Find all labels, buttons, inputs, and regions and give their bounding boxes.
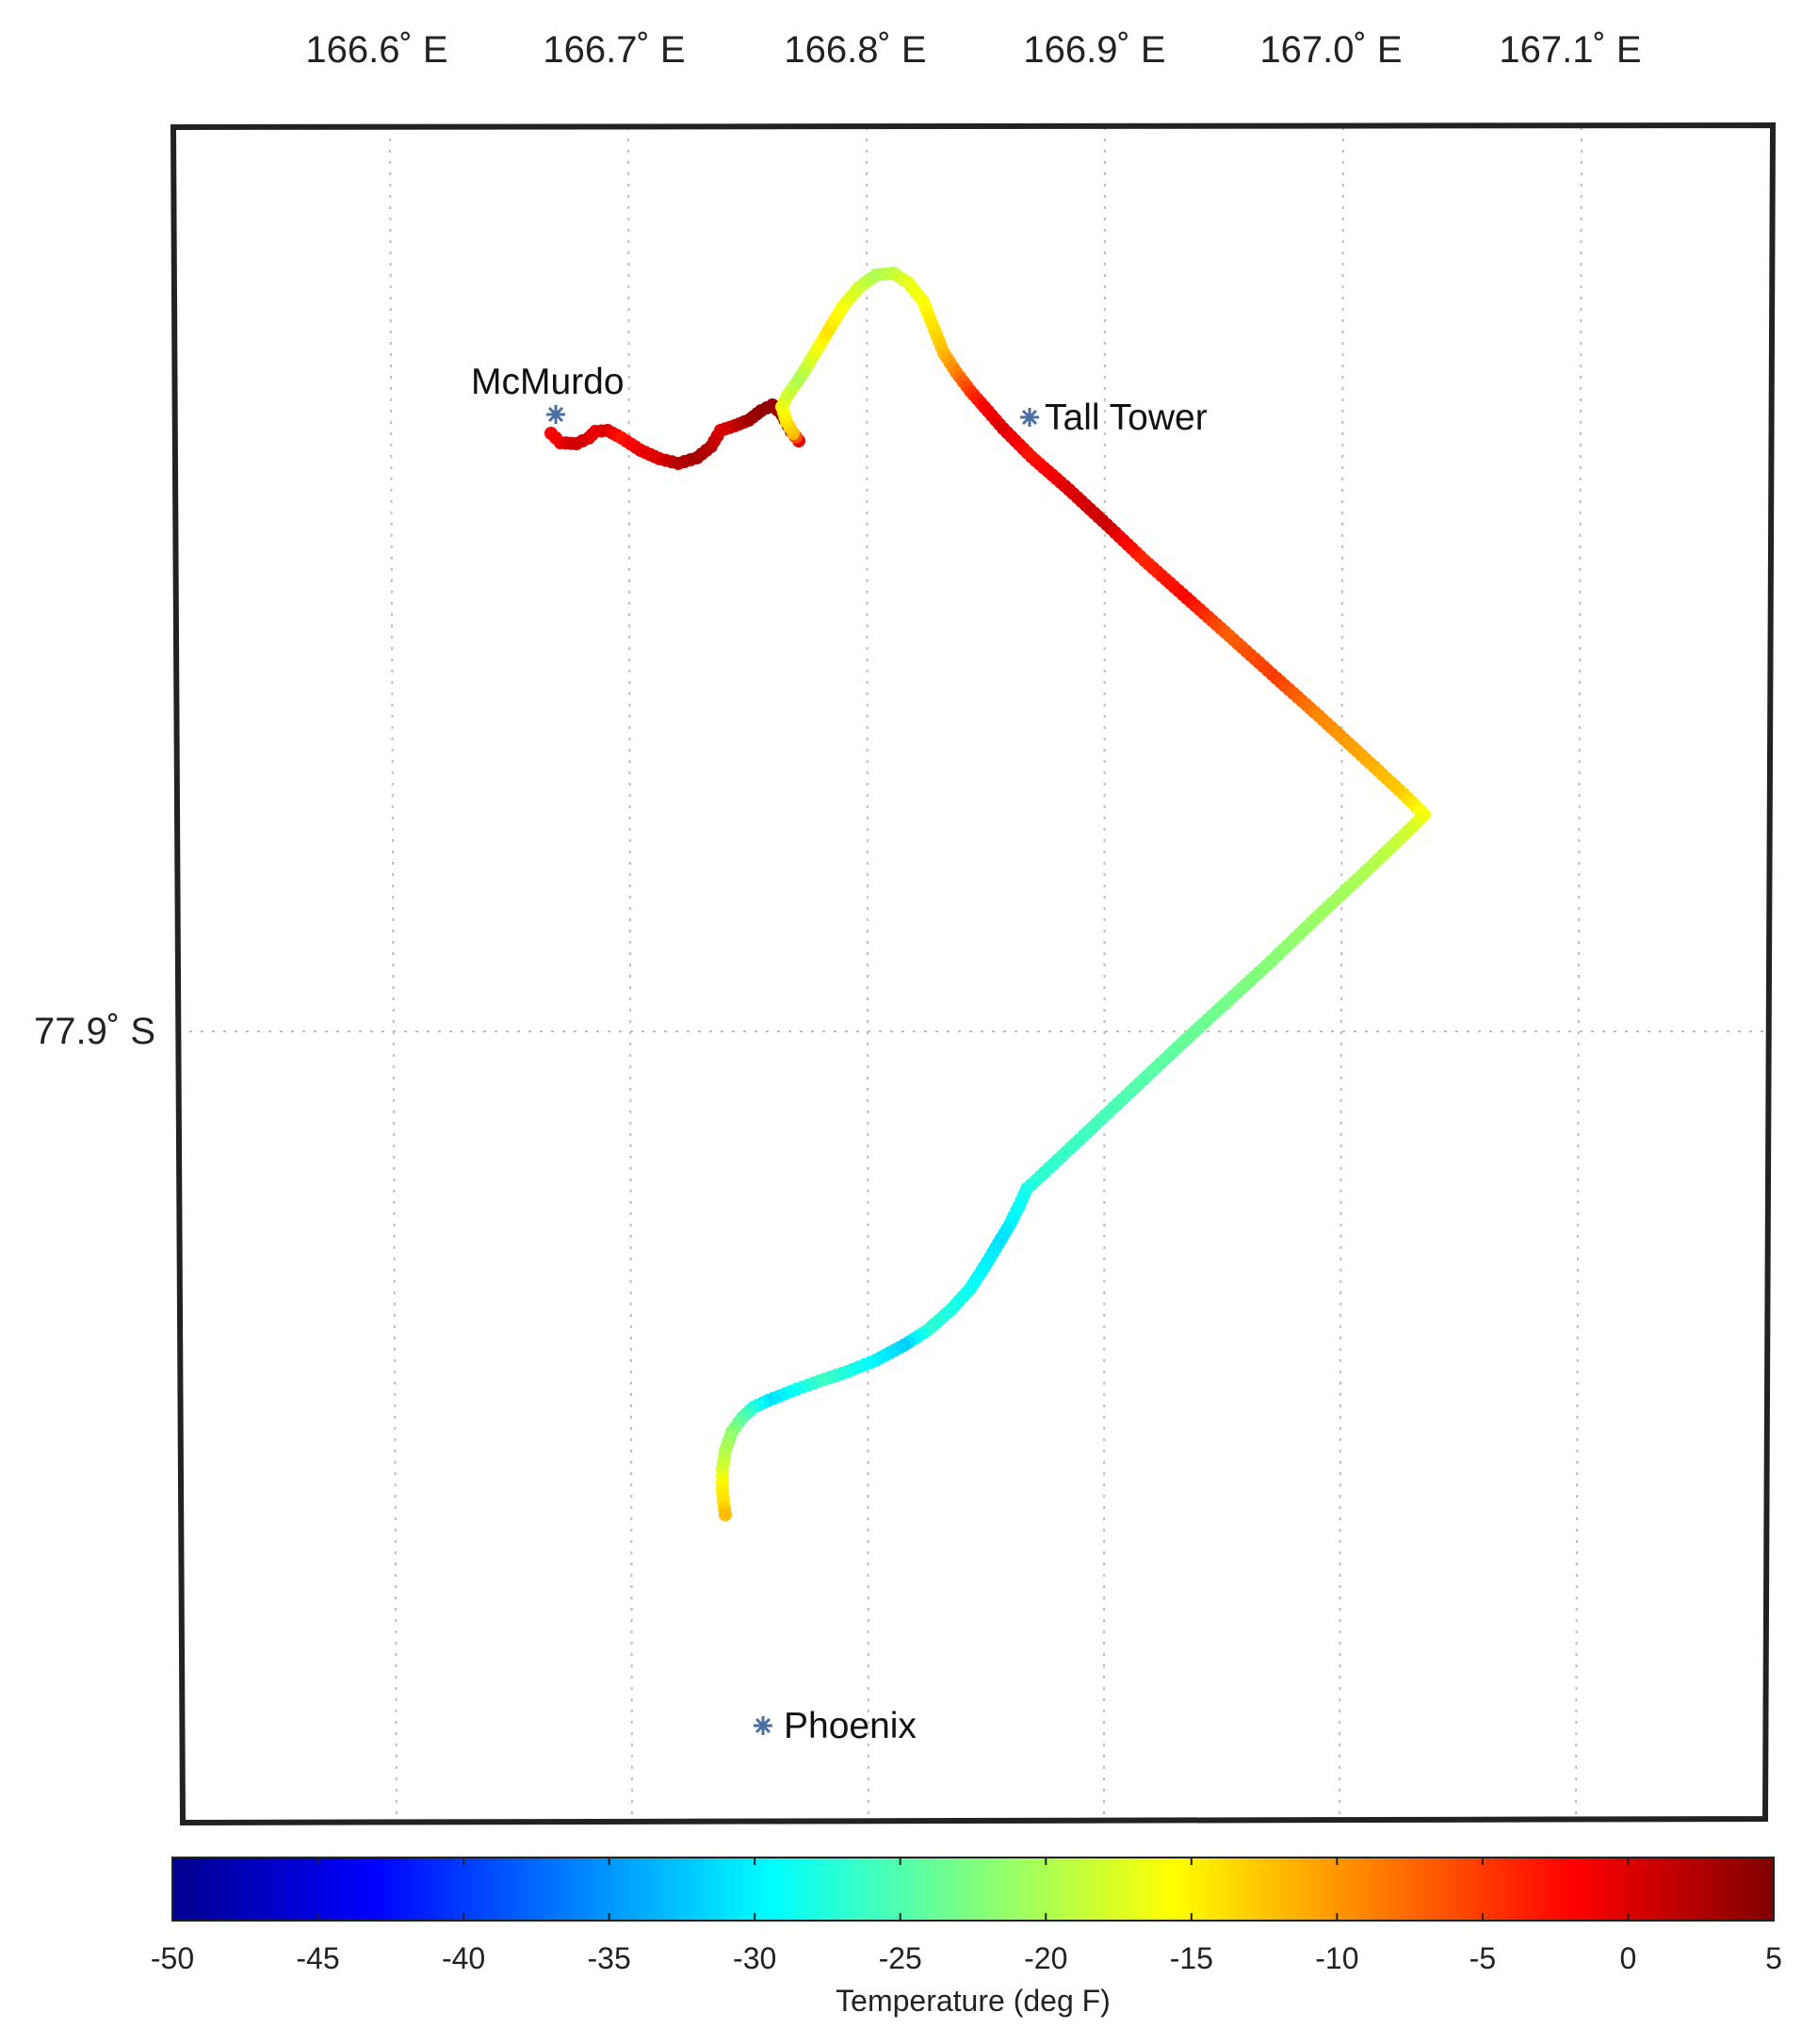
- lon-tick-label: 167.0˚ E: [1259, 29, 1402, 71]
- colorbar: -50 -45 -40 -35 -30 -25 -20 -15 -10 -5 0 5 Temperat…: [151, 1857, 1782, 2018]
- colorbar-tick-label: -30: [733, 1941, 776, 1975]
- place-label-tall-tower: Tall Tower: [1045, 397, 1208, 438]
- lon-tick-label: 167.1˚ E: [1499, 29, 1641, 71]
- colorbar-tick-label: 5: [1765, 1941, 1782, 1975]
- colorbar-tick-label: -25: [879, 1941, 922, 1975]
- place-label-mcmurdo: McMurdo: [471, 362, 625, 402]
- place-label-phoenix: Phoenix: [784, 1706, 917, 1746]
- lat-tick-label: 77.9˚ S: [34, 1011, 155, 1052]
- lon-tick-label: 166.7˚ E: [543, 29, 685, 71]
- colorbar-tick-label: -10: [1315, 1941, 1358, 1975]
- map-frame-border: [170, 122, 1777, 1826]
- colorbar-ticks: -50 -45 -40 -35 -30 -25 -20 -15 -10 -5 0 5: [151, 1857, 1782, 1975]
- lon-tick-label: 166.6˚ E: [305, 29, 447, 71]
- colorbar-tick-label: -50: [151, 1941, 194, 1975]
- place-marker-tall-tower: Tall Tower: [1020, 397, 1208, 438]
- asterisk-icon: [1020, 408, 1039, 427]
- map-frame-background: [176, 125, 1768, 1821]
- place-marker-phoenix: Phoenix: [754, 1706, 917, 1746]
- track-point: [719, 1508, 732, 1521]
- graticule: [178, 126, 1766, 1820]
- asterisk-icon: [754, 1716, 772, 1735]
- place-marker-mcmurdo: McMurdo: [471, 362, 625, 424]
- colorbar-gradient: [171, 1857, 1775, 1922]
- colorbar-tick-label: -40: [442, 1941, 485, 1975]
- colorbar-tick-label: -45: [296, 1941, 339, 1975]
- colorbar-tick-label: 0: [1620, 1941, 1637, 1975]
- colorbar-tick-label: -20: [1024, 1941, 1067, 1975]
- asterisk-icon: [546, 405, 565, 424]
- colorbar-tick-label: -15: [1170, 1941, 1213, 1975]
- colorbar-tick-label: -35: [588, 1941, 631, 1975]
- lon-tick-label: 166.8˚ E: [784, 29, 926, 71]
- colorbar-tick-label: -5: [1469, 1941, 1496, 1975]
- lon-tick-label: 166.9˚ E: [1023, 29, 1165, 71]
- longitude-labels: 166.6˚ E 166.7˚ E 166.8˚ E 166.9˚ E 167.…: [305, 29, 1641, 71]
- colorbar-title: Temperature (deg F): [836, 1984, 1111, 2018]
- route-track: [544, 267, 1431, 1521]
